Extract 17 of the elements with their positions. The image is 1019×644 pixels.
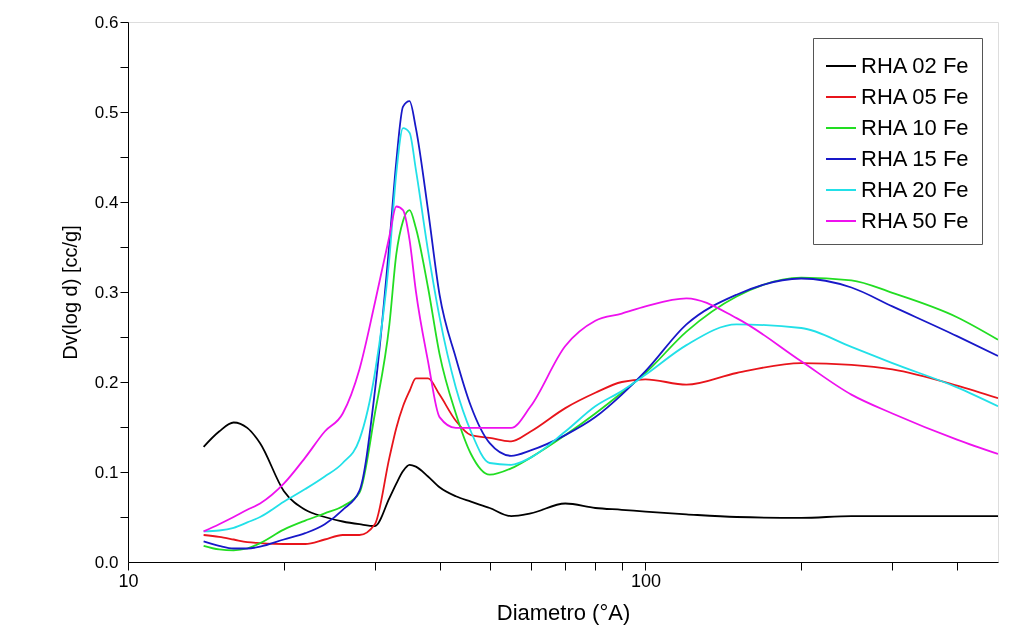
y-tick-label: 0.2 bbox=[94, 372, 119, 392]
y-tick-label: 0.4 bbox=[94, 192, 119, 212]
x-tick-label: 10 bbox=[118, 570, 139, 591]
y-tick-label: 0.3 bbox=[94, 282, 119, 302]
y-axis-title: Dv(log d) [cc/g] bbox=[58, 225, 81, 360]
y-tick-label: 0.5 bbox=[94, 102, 119, 122]
legend-label: RHA 05 Fe bbox=[861, 84, 969, 109]
legend-label: RHA 50 Fe bbox=[861, 208, 969, 233]
legend-label: RHA 20 Fe bbox=[861, 177, 969, 202]
y-tick-label: 0.6 bbox=[94, 12, 119, 32]
legend-label: RHA 15 Fe bbox=[861, 146, 969, 171]
x-axis-title: Diametro (°A) bbox=[496, 599, 631, 625]
x-tick-label: 100 bbox=[630, 570, 661, 591]
legend-label: RHA 10 Fe bbox=[861, 115, 969, 140]
y-tick-label: 0.0 bbox=[94, 552, 119, 572]
legend-label: RHA 02 Fe bbox=[861, 53, 969, 78]
y-tick-label: 0.1 bbox=[94, 462, 119, 482]
